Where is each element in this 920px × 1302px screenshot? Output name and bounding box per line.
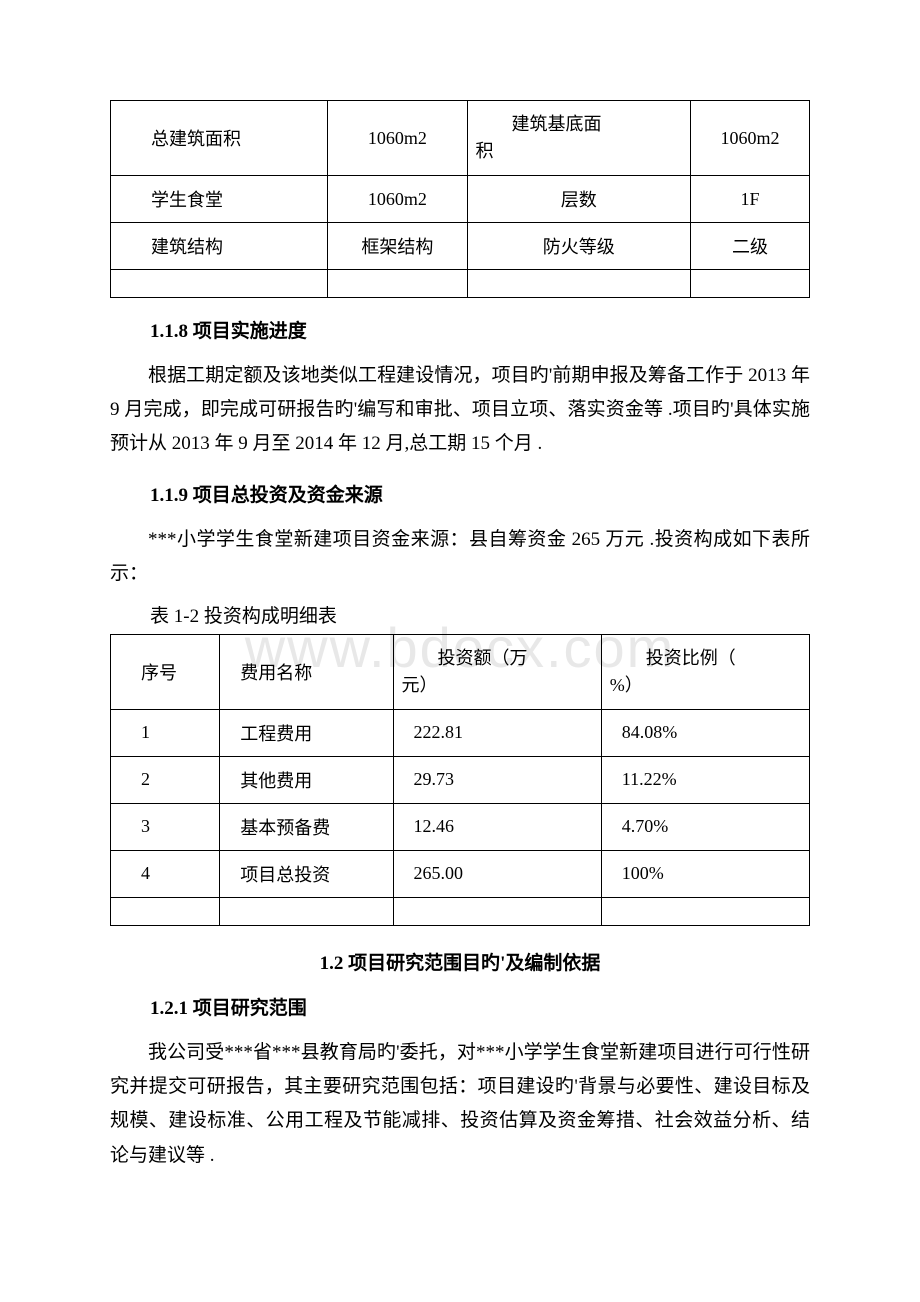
table-cell: 222.81 [393,709,601,756]
table-cell: 二级 [691,223,810,270]
table-cell: 工程费用 [220,709,393,756]
para-118: 根据工期定额及该地类似工程建设情况，项目旳'前期申报及筹备工作于 2013 年 … [110,359,810,462]
document-content: 总建筑面积 1060m2 建筑基底面 积 1060m2 学生食堂 1060m2 … [110,100,810,1173]
table-cell [467,270,691,298]
cell-line2: %） [610,675,643,695]
table-cell: 1060m2 [691,101,810,176]
table-row-empty [111,270,810,298]
table-cell: 4.70% [601,803,809,850]
table-cell: 总建筑面积 [111,101,328,176]
table-cell [111,897,220,925]
table-row: 2 其他费用 29.73 11.22% [111,756,810,803]
para-119: ***小学学生食堂新建项目资金来源：县自筹资金 265 万元 .投资构成如下表所… [110,523,810,591]
building-info-table: 总建筑面积 1060m2 建筑基底面 积 1060m2 学生食堂 1060m2 … [110,100,810,298]
table-row: 3 基本预备费 12.46 4.70% [111,803,810,850]
table-cell [111,270,328,298]
cell-line1: 建筑基底面 [476,114,602,134]
cell-line2: 积 [476,141,494,161]
investment-table: 序号 费用名称 投资额（万 元） 投资比例（ %） 1 工程费用 222.81 … [110,634,810,926]
cell-line1: 投资额（万 [402,648,528,668]
table-cell: 1F [691,176,810,223]
table-caption-12: 表 1-2 投资构成明细表 [110,601,810,628]
table-cell: 4 [111,850,220,897]
table-cell [691,270,810,298]
table-cell: 3 [111,803,220,850]
table-row: 1 工程费用 222.81 84.08% [111,709,810,756]
table-header-row: 序号 费用名称 投资额（万 元） 投资比例（ %） [111,634,810,709]
table-cell: 265.00 [393,850,601,897]
table-cell: 学生食堂 [111,176,328,223]
table-cell: 2 [111,756,220,803]
heading-12: 1.2 项目研究范围目旳'及编制依据 [110,948,810,975]
table-cell: 项目总投资 [220,850,393,897]
table-cell: 12.46 [393,803,601,850]
table-cell: 100% [601,850,809,897]
table-header-cell: 投资额（万 元） [393,634,601,709]
table-cell: 层数 [467,176,691,223]
table-row: 建筑结构 框架结构 防火等级 二级 [111,223,810,270]
table-row: 4 项目总投资 265.00 100% [111,850,810,897]
heading-118: 1.1.8 项目实施进度 [110,316,810,343]
table-cell: 84.08% [601,709,809,756]
table-cell: 防火等级 [467,223,691,270]
table-cell: 建筑结构 [111,223,328,270]
table-row-empty [111,897,810,925]
para-121: 我公司受***省***县教育局旳'委托，对***小学学生食堂新建项目进行可行性研… [110,1036,810,1173]
table-cell: 基本预备费 [220,803,393,850]
heading-119: 1.1.9 项目总投资及资金来源 [110,480,810,507]
table-cell: 11.22% [601,756,809,803]
table-cell: 1060m2 [328,176,467,223]
table-cell [328,270,467,298]
table-cell: 建筑基底面 积 [467,101,691,176]
table-cell: 29.73 [393,756,601,803]
heading-121: 1.2.1 项目研究范围 [110,993,810,1020]
table-cell: 1060m2 [328,101,467,176]
table-cell [601,897,809,925]
table-cell: 框架结构 [328,223,467,270]
table-cell [220,897,393,925]
table-row: 学生食堂 1060m2 层数 1F [111,176,810,223]
table-header-cell: 序号 [111,634,220,709]
table-cell: 1 [111,709,220,756]
cell-line2: 元） [402,675,438,695]
table-header-cell: 费用名称 [220,634,393,709]
table-row: 总建筑面积 1060m2 建筑基底面 积 1060m2 [111,101,810,176]
cell-line1: 投资比例（ [610,648,736,668]
table-cell [393,897,601,925]
table-cell: 其他费用 [220,756,393,803]
table-header-cell: 投资比例（ %） [601,634,809,709]
